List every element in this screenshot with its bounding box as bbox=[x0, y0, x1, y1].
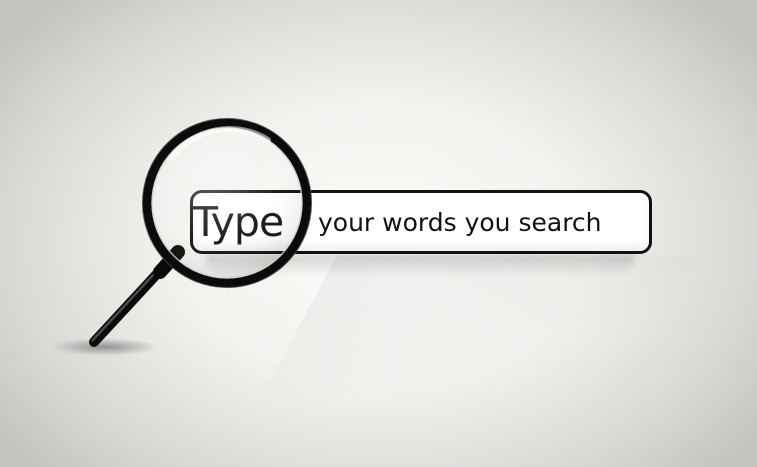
magnifier-handle bbox=[89, 245, 185, 347]
magnifier-lens bbox=[150, 126, 304, 280]
search-bar-shadow bbox=[205, 254, 635, 276]
magnifier-rim bbox=[142, 118, 312, 288]
handle-shadow bbox=[50, 338, 160, 356]
search-text: your words you search bbox=[318, 208, 602, 237]
lens-glare bbox=[169, 126, 271, 161]
